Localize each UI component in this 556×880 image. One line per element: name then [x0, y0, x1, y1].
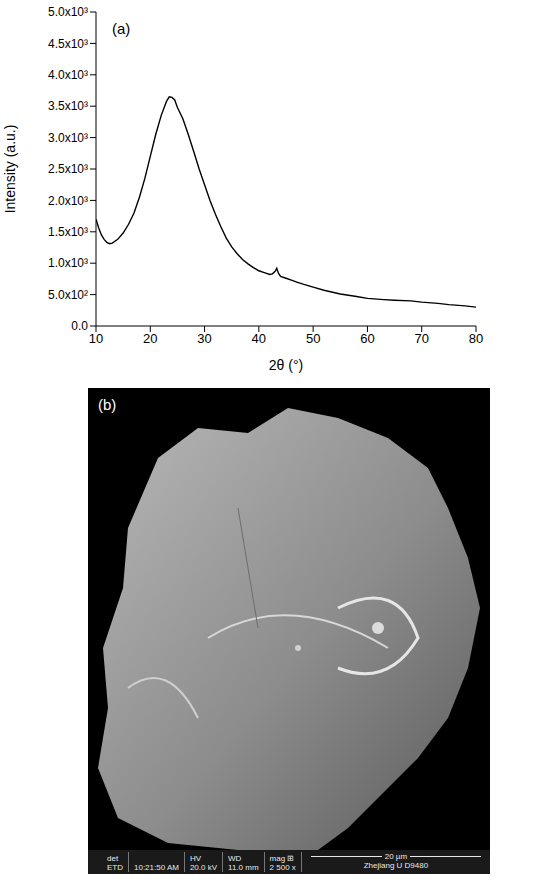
svg-text:60: 60: [360, 331, 374, 346]
html-text:(a): (a): [112, 20, 131, 37]
html-text:WD: WD: [228, 854, 242, 863]
svg-text:0.0: 0.0: [71, 319, 88, 333]
html-text:mag ⊞: mag ⊞: [269, 854, 295, 863]
html-text:20.0 kV: 20.0 kV: [189, 863, 218, 872]
svg-text:70: 70: [414, 331, 428, 346]
svg-text:80: 80: [469, 331, 483, 346]
svg-text:3.5x10³: 3.5x10³: [48, 99, 88, 113]
svg-text:2.0x10³: 2.0x10³: [48, 194, 88, 208]
svg-text:4.5x10³: 4.5x10³: [48, 37, 88, 51]
svg-text:3.0x10³: 3.0x10³: [48, 131, 88, 145]
html-text:Zhejiang U D9480: Zhejiang U D9480: [363, 861, 429, 870]
svg-text:50: 50: [306, 331, 320, 346]
html-text:HV: HV: [189, 854, 201, 863]
html-text:2 500 x: 2 500 x: [269, 863, 296, 872]
html-text:(b): (b): [98, 396, 117, 413]
svg-text:10: 10: [89, 331, 103, 346]
html-text:11.0 mm: 11.0 mm: [228, 863, 259, 872]
svg-text:1.0x10³: 1.0x10³: [48, 256, 88, 270]
html-text:20 µm: 20 µm: [384, 852, 408, 861]
svg-text:Intensity (a.u.): Intensity (a.u.): [2, 125, 18, 214]
svg-text:5.0x10²: 5.0x10²: [48, 288, 88, 302]
svg-text:5.0x10³: 5.0x10³: [48, 5, 88, 19]
svg-text:20: 20: [143, 331, 157, 346]
html-text:det: det: [107, 854, 119, 863]
svg-text:30: 30: [197, 331, 211, 346]
svg-text:1.5x10³: 1.5x10³: [48, 225, 88, 239]
svg-text:2θ (°): 2θ (°): [269, 357, 303, 373]
html-text:ETD: ETD: [107, 863, 123, 872]
svg-text:40: 40: [252, 331, 266, 346]
svg-text:2.5x10³: 2.5x10³: [48, 162, 88, 176]
html-text:10:21:50 AM: 10:21:50 AM: [134, 863, 179, 872]
svg-text:4.0x10³: 4.0x10³: [48, 68, 88, 82]
